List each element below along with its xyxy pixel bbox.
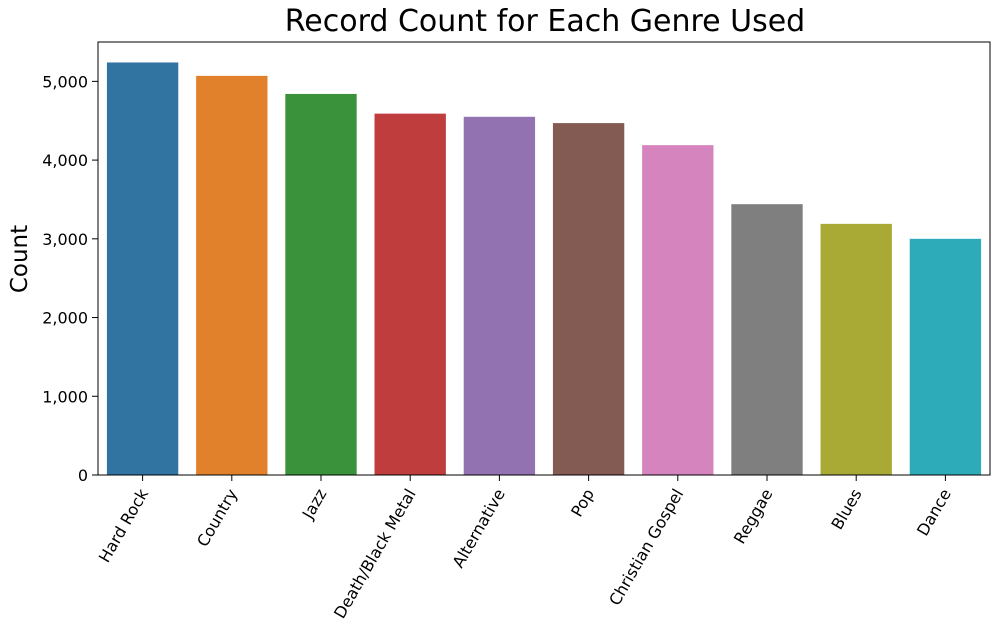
bar-1 <box>196 75 268 476</box>
x-tick-label-8: Blues <box>827 486 865 533</box>
x-tick-label-4: Alternative <box>449 486 509 572</box>
bar-8 <box>820 223 892 475</box>
y-tick-label-0: 0 <box>78 466 88 485</box>
bar-4 <box>463 116 536 476</box>
y-tick-label-2: 2,000 <box>42 309 88 328</box>
x-tick-label-3: Death/Black Metal <box>330 486 420 622</box>
bar-7 <box>731 204 803 476</box>
x-tick-label-1: Country <box>193 486 241 551</box>
x-tick-label-5: Pop <box>567 486 598 521</box>
y-tick-label-4: 4,000 <box>42 151 88 170</box>
y-axis-label: Count <box>7 225 33 293</box>
plot-frame <box>97 41 991 476</box>
y-tick-label-5: 5,000 <box>42 72 88 91</box>
y-tick-label-1: 1,000 <box>42 387 88 406</box>
bar-0 <box>106 62 179 476</box>
plot-area: 0 1,000 2,000 3,000 4,000 5,000 Hard Rock Count… <box>42 41 991 622</box>
bar-9 <box>909 238 982 475</box>
x-tick-label-9: Dance <box>913 486 955 540</box>
y-tick-label-3: 3,000 <box>42 230 88 249</box>
bar-5 <box>552 123 625 476</box>
x-tick-label-7: Reggae <box>730 486 777 548</box>
x-tick-label-0: Hard Rock <box>95 485 153 566</box>
x-tick-label-2: Jazz <box>298 486 331 523</box>
bar-6 <box>642 145 714 475</box>
bar-2 <box>285 93 357 476</box>
chart-title: Record Count for Each Genre Used <box>285 4 805 39</box>
bar-3 <box>374 113 446 475</box>
x-tick-label-6: Christian Gospel <box>605 486 687 609</box>
